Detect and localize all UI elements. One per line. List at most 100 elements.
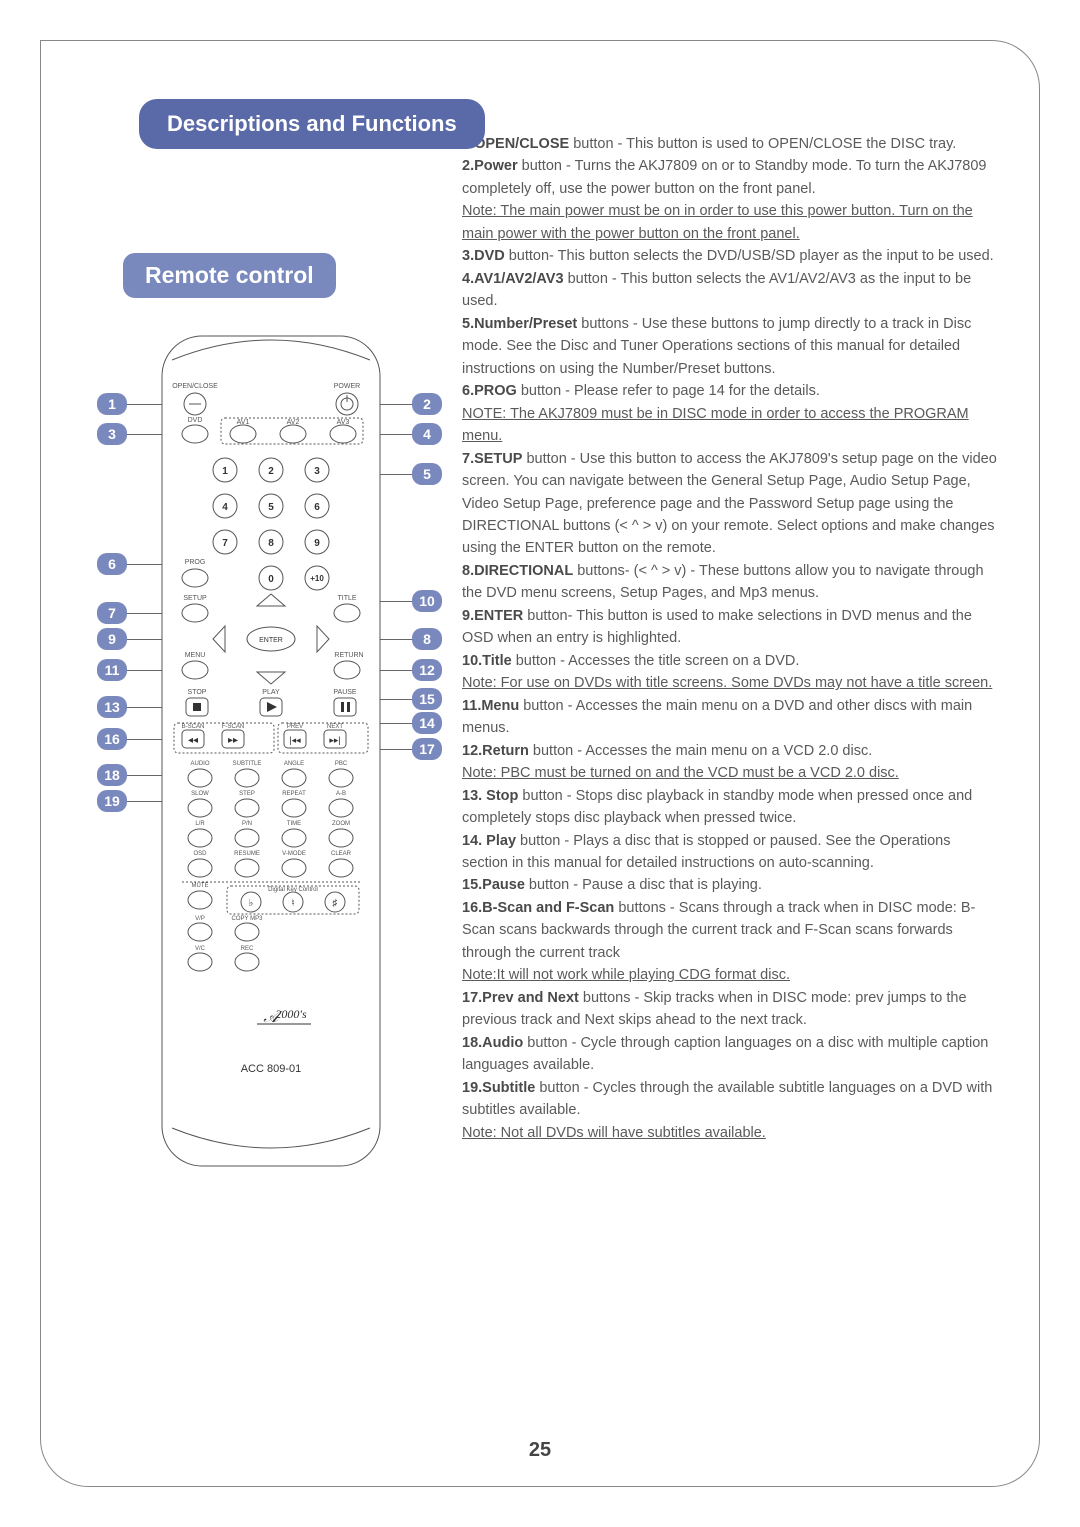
desc-16-title: 16.B-Scan and F-Scan [462,900,614,916]
svg-text:PAUSE: PAUSE [333,689,357,696]
svg-text:ACC 809-01: ACC 809-01 [241,1063,302,1075]
svg-text:A-B: A-B [336,791,346,797]
svg-text:COPY MP3: COPY MP3 [232,916,264,922]
svg-text:CLEAR: CLEAR [331,851,352,857]
svg-text:REPEAT: REPEAT [282,791,306,797]
desc-19-title: 19.Subtitle [462,1080,535,1096]
desc-18-text: button - Cycle through caption languages… [462,1035,988,1073]
svg-text:NEXT: NEXT [327,724,343,730]
page-frame: Descriptions and Functions Remote contro… [40,40,1040,1487]
desc-1-text: button - This button is used to OPEN/CLO… [569,136,956,152]
desc-11-title: 11.Menu [462,698,519,714]
desc-7-text: button - Use this button to access the A… [462,451,997,557]
svg-text:STEP: STEP [239,791,255,797]
desc-2-note: Note: The main power must be on in order… [462,200,999,245]
svg-text:3: 3 [314,466,320,477]
svg-text:ANGLE: ANGLE [284,761,304,767]
page-number: 25 [41,1439,1039,1462]
desc-10-title: 10.Title [462,653,512,669]
svg-text:SUBTITLE: SUBTITLE [233,761,262,767]
remote-svg: OPEN/CLOSE POWER DVD AV1 AV2 AV3 [97,310,442,1210]
desc-7-title: 7.SETUP [462,451,522,467]
svg-text:♯: ♯ [333,898,338,909]
svg-text:PREV: PREV [287,724,303,730]
svg-text:9: 9 [314,538,320,549]
desc-5-title: 5.Number/Preset [462,316,577,332]
svg-text:RETURN: RETURN [334,652,363,659]
desc-3-text: button- This button selects the DVD/USB/… [505,248,994,264]
svg-text:PLAY: PLAY [262,689,280,696]
remote-column: Remote control 1 3 6 7 9 11 13 16 18 [97,133,442,1210]
desc-3-title: 3.DVD [462,248,505,264]
svg-text:V-MODE: V-MODE [282,851,306,857]
svg-text:8: 8 [268,538,274,549]
desc-18-title: 18.Audio [462,1035,523,1051]
svg-text:ZOOM: ZOOM [332,821,350,827]
desc-2-text: button - Turns the AKJ7809 on or to Stan… [462,158,987,196]
svg-text:SETUP: SETUP [183,595,207,602]
svg-text:1: 1 [222,466,228,477]
svg-text:7: 7 [222,538,228,549]
svg-text:|◂◂: |◂◂ [289,735,301,745]
desc-10-text: button - Accesses the title screen on a … [512,653,800,669]
svg-text:2: 2 [268,466,274,477]
svg-text:AV2: AV2 [287,419,300,426]
svg-text:2000's: 2000's [275,1007,307,1021]
svg-text:STOP: STOP [188,689,207,696]
svg-text:B-SCAN: B-SCAN [182,724,205,730]
desc-16-note: Note:It will not work while playing CDG … [462,964,999,986]
svg-text:TIME: TIME [287,821,301,827]
desc-6-title: 6.PROG [462,383,517,399]
svg-text:PBC: PBC [335,761,348,767]
svg-text:AV3: AV3 [337,419,350,426]
desc-12-title: 12.Return [462,743,529,759]
svg-text:6: 6 [314,502,320,513]
desc-14-text: button - Plays a disc that is stopped or… [462,833,950,871]
svg-text:POWER: POWER [334,383,360,390]
svg-text:MUTE: MUTE [192,883,209,889]
svg-text:REC: REC [241,946,254,952]
content: Remote control 1 3 6 7 9 11 13 16 18 [41,41,1039,1250]
desc-6-note: NOTE: The AKJ7809 must be in DISC mode i… [462,403,999,448]
desc-17-title: 17.Prev and Next [462,990,579,1006]
svg-text:OPEN/CLOSE: OPEN/CLOSE [172,383,218,390]
svg-text:5: 5 [268,502,274,513]
desc-9-title: 9.ENTER [462,608,523,624]
section-title: Descriptions and Functions [139,99,485,149]
desc-19-text: button - Cycles through the available su… [462,1080,992,1118]
desc-9-text: button- This button is used to make sele… [462,608,972,646]
svg-text:V/P: V/P [195,916,205,922]
desc-8-title: 8.DIRECTIONAL [462,563,573,579]
remote-label: Remote control [123,253,336,298]
svg-text:DVD: DVD [188,417,203,424]
svg-text:SLOW: SLOW [191,791,209,797]
svg-text:P/N: P/N [242,821,252,827]
svg-text:▸▸: ▸▸ [228,735,238,746]
svg-text:+10: +10 [310,574,324,583]
desc-13-text: button - Stops disc playback in standby … [462,788,972,826]
desc-13-title: 13. Stop [462,788,518,804]
svg-text:◂◂: ◂◂ [188,735,198,746]
descriptions: 1.OPEN/CLOSE button - This button is use… [462,133,999,1210]
svg-text:AUDIO: AUDIO [190,761,209,767]
desc-12-text: button - Accesses the main menu on a VCD… [529,743,872,759]
desc-14-title: 14. Play [462,833,516,849]
desc-11-text: button - Accesses the main menu on a DVD… [462,698,972,736]
svg-text:V/C: V/C [195,946,206,952]
svg-text:4: 4 [222,502,228,513]
svg-text:TITLE: TITLE [337,595,356,602]
desc-15-text: button - Pause a disc that is playing. [525,877,762,893]
svg-text:PROG: PROG [185,559,206,566]
svg-text:▸▸|: ▸▸| [329,735,340,745]
desc-10-note: Note: For use on DVDs with title screens… [462,672,999,694]
remote-diagram: 1 3 6 7 9 11 13 16 18 19 [97,310,442,1210]
svg-text:0: 0 [268,574,274,585]
svg-text:RESUME: RESUME [234,851,260,857]
svg-text:L/R: L/R [195,821,205,827]
desc-6-text: button - Please refer to page 14 for the… [517,383,820,399]
svg-text:♭: ♭ [249,898,254,909]
desc-2-title: 2.Power [462,158,518,174]
svg-text:MENU: MENU [185,652,206,659]
desc-15-title: 15.Pause [462,877,525,893]
svg-text:♮: ♮ [291,898,295,909]
